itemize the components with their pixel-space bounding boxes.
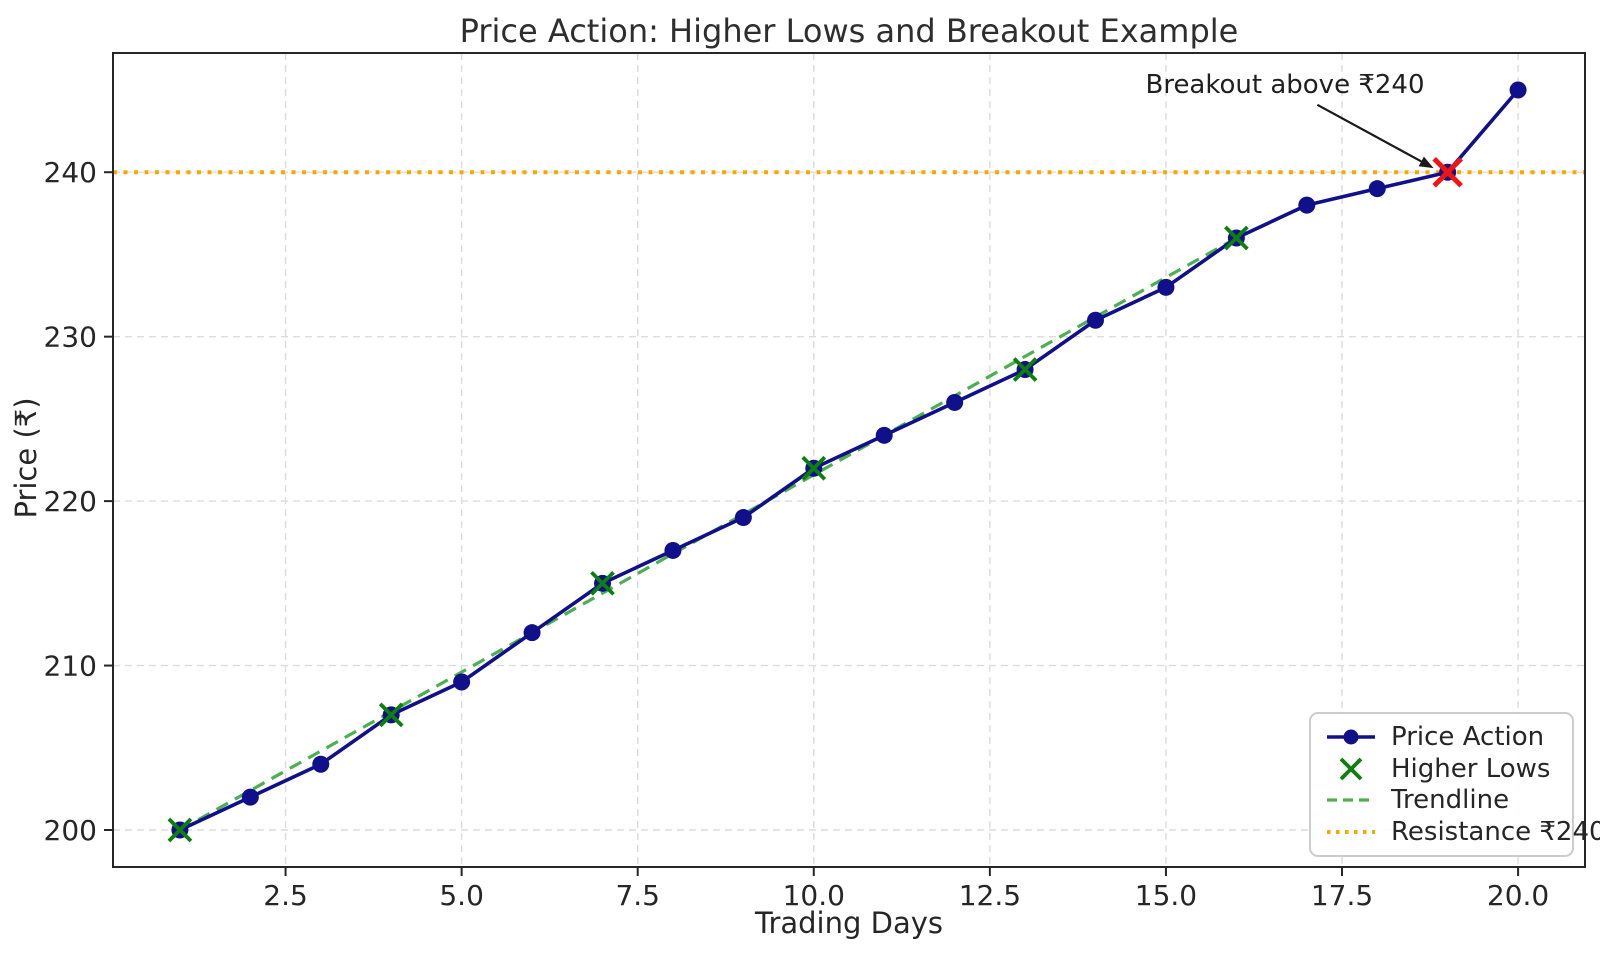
y-tick-label: 210 (44, 650, 97, 683)
resistance-dots-icon (1325, 818, 1377, 846)
legend-label-higher-lows: Higher Lows (1391, 753, 1551, 784)
plot-frame (112, 52, 1586, 868)
price-point (1298, 196, 1316, 214)
legend-item-higher-lows: Higher Lows (1325, 754, 1562, 784)
higher-low-marker (167, 817, 193, 843)
x-tick-label: 20.0 (1487, 879, 1549, 912)
price-point (734, 509, 752, 527)
higher-low-marker (378, 702, 404, 728)
price-point (1157, 278, 1175, 296)
x-tick-label: 17.5 (1311, 879, 1373, 912)
trendline-dash-icon (1325, 786, 1377, 814)
x-tick-label: 12.5 (959, 879, 1021, 912)
annotation-arrow-line (1316, 103, 1422, 163)
trendline (179, 236, 1238, 832)
price-point (1509, 81, 1527, 99)
breakout-marker (1432, 156, 1463, 188)
higher-low-marker (590, 570, 615, 596)
price-action-line-icon (1325, 723, 1377, 751)
legend-item-trendline: Trendline (1325, 785, 1562, 815)
price-point (1087, 311, 1105, 329)
legend-label-price-action: Price Action (1391, 721, 1545, 752)
annotation-arrowhead (1418, 156, 1434, 169)
price-point (664, 541, 682, 559)
x-tick-label: 10.0 (783, 879, 845, 912)
price-point (453, 673, 471, 691)
price-point (312, 755, 330, 773)
y-axis-label: Price (₹) (9, 397, 43, 519)
price-point (946, 393, 964, 411)
y-tick-label: 220 (44, 485, 97, 518)
y-tick-label: 240 (44, 156, 97, 189)
legend-item-price-action: Price Action (1325, 722, 1562, 752)
legend-item-resistance: Resistance ₹240 (1325, 817, 1600, 847)
chart-title: Price Action: Higher Lows and Breakout E… (459, 12, 1239, 50)
legend-label-trendline: Trendline (1391, 785, 1510, 816)
x-tick-label: 7.5 (615, 879, 660, 912)
x-tick-label: 2.5 (263, 879, 308, 912)
higher-lows-x-icon (1325, 755, 1377, 783)
price-point (523, 624, 541, 642)
higher-low-marker (1012, 357, 1038, 382)
price-point (241, 788, 259, 806)
breakout-annotation-text: Breakout above ₹240 (1145, 70, 1425, 100)
higher-low-marker (801, 455, 827, 481)
x-axis-label: Trading Days (755, 906, 943, 940)
x-tick-label: 5.0 (439, 879, 484, 912)
y-tick-label: 200 (44, 814, 97, 847)
price-action-line (179, 88, 1520, 832)
y-tick-label: 230 (44, 321, 97, 354)
legend: Price Action Higher Lows Trendline Resis… (1309, 712, 1600, 857)
price-point (1368, 180, 1386, 198)
legend-label-resistance: Resistance ₹240 (1391, 817, 1600, 848)
price-point (875, 426, 893, 444)
x-tick-label: 15.0 (1135, 879, 1197, 912)
higher-low-marker (1224, 225, 1249, 251)
